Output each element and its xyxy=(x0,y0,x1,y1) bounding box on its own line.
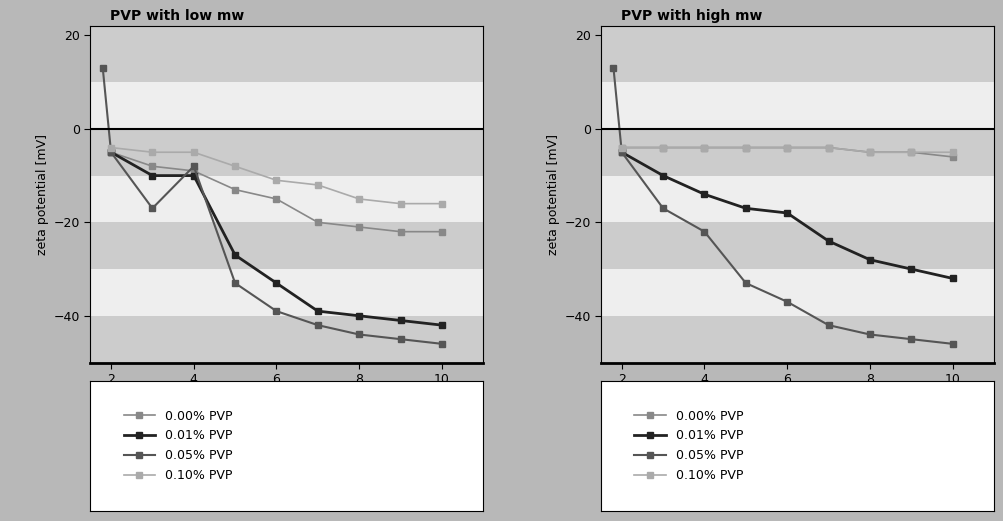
Bar xyxy=(90,316,482,363)
Bar xyxy=(90,269,482,316)
Bar xyxy=(601,176,993,222)
Bar xyxy=(601,269,993,316)
X-axis label: pH: pH xyxy=(275,390,298,405)
Bar xyxy=(601,129,993,176)
Bar xyxy=(601,316,993,363)
Bar xyxy=(90,82,482,129)
Bar xyxy=(90,129,482,176)
X-axis label: pH: pH xyxy=(785,390,808,405)
Bar xyxy=(90,26,482,82)
Legend: 0.00% PVP, 0.01% PVP, 0.05% PVP, 0.10% PVP: 0.00% PVP, 0.01% PVP, 0.05% PVP, 0.10% P… xyxy=(116,402,240,490)
Bar xyxy=(601,26,993,82)
Text: PVP with high mw: PVP with high mw xyxy=(620,9,761,23)
Bar xyxy=(90,222,482,269)
Bar xyxy=(90,176,482,222)
Y-axis label: zeta potential [mV]: zeta potential [mV] xyxy=(36,134,49,255)
Bar xyxy=(601,222,993,269)
Y-axis label: zeta potential [mV]: zeta potential [mV] xyxy=(547,134,560,255)
Bar xyxy=(601,82,993,129)
Legend: 0.00% PVP, 0.01% PVP, 0.05% PVP, 0.10% PVP: 0.00% PVP, 0.01% PVP, 0.05% PVP, 0.10% P… xyxy=(626,402,750,490)
Text: PVP with low mw: PVP with low mw xyxy=(110,9,244,23)
